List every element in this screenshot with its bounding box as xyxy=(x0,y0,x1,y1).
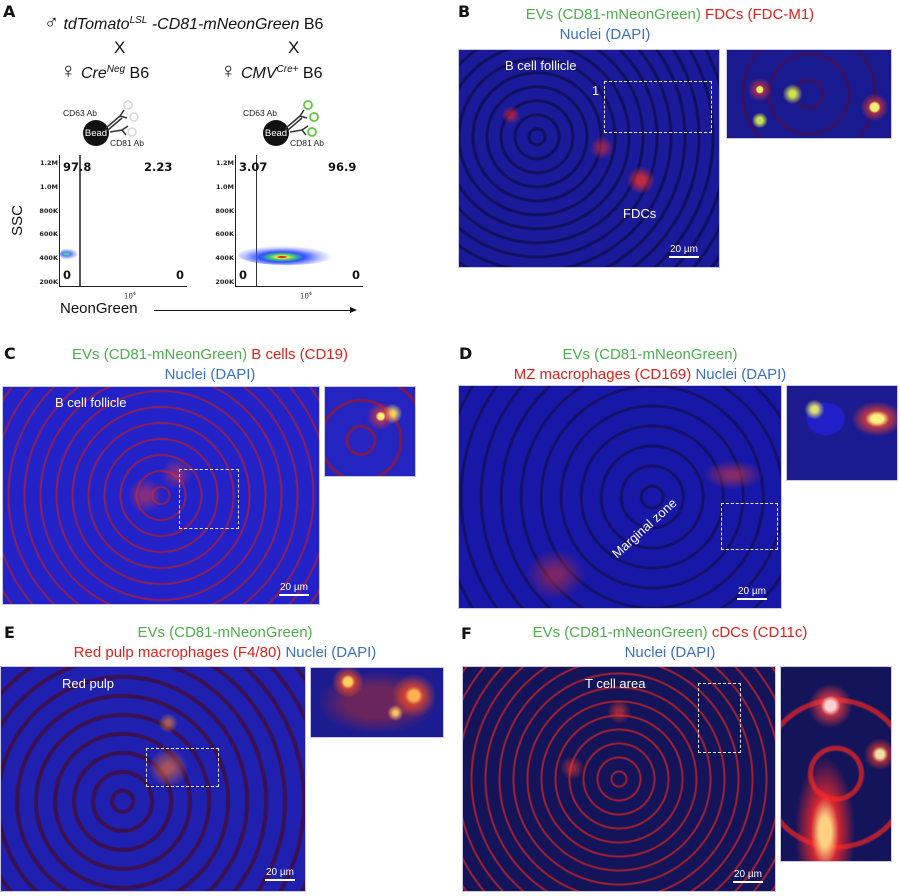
cell-label: FDCs xyxy=(623,206,657,221)
inset-f xyxy=(780,666,892,862)
panel-letter-e: E xyxy=(4,623,15,642)
micrograph-d: Marginal zone 20 µm xyxy=(458,385,782,609)
male-symbol-icon: ♂ xyxy=(44,12,59,34)
cd63-ab-label: CD63 Ab xyxy=(243,108,278,118)
x-axis-label: NeonGreen xyxy=(60,300,138,317)
inset-b xyxy=(726,49,892,139)
female-symbol-icon: ♀ xyxy=(220,58,237,83)
panel-d-title-2: MZ macrophages (CD169) Nuclei (DAPI) xyxy=(513,366,787,383)
y-axis-label: SSC xyxy=(8,205,26,236)
scale-bar: 20 µm xyxy=(265,867,295,881)
panel-e-title-1: EVs (CD81-mNeonGreen) xyxy=(137,624,313,641)
bead-icon: Bead xyxy=(263,120,289,146)
event-cloud xyxy=(238,245,336,265)
panel-c-title-2: Nuclei (DAPI) xyxy=(164,366,256,383)
micrograph-f: T cell area 20 µm xyxy=(462,666,776,892)
bead-diagram-right: CD63 Ab Bead CD81 Ab xyxy=(240,98,330,148)
panel-letter-d: D xyxy=(459,344,473,363)
panel-f-title-2: Nuclei (DAPI) xyxy=(624,644,716,661)
left-female-genotype: ♀ CreNeg B6 xyxy=(60,58,150,83)
bead-diagram-left: CD63 Ab Bead CD81 Ab xyxy=(60,98,150,148)
right-female-genotype: ♀ CMVCre+ B6 xyxy=(220,58,323,83)
region-label: B cell follicle xyxy=(505,58,577,73)
scale-bar: 20 µm xyxy=(669,244,699,258)
zoom-box xyxy=(698,683,741,753)
panel-letter-f: F xyxy=(461,624,472,643)
micrograph-e: Red pulp 20 µm xyxy=(0,666,306,892)
scale-bar: 20 µm xyxy=(279,582,309,596)
zoom-box xyxy=(721,503,778,550)
inset-c xyxy=(324,386,416,477)
flow-plot-left: 1.2M 1.0M 800K 600K 400K 200K 97.8 2.23 … xyxy=(30,155,190,300)
gate-line xyxy=(79,155,81,286)
cd81-ab-label: CD81 Ab xyxy=(110,138,145,148)
panel-f-title-1: EVs (CD81-mNeonGreen) cDCs (CD11c) xyxy=(532,624,808,641)
scatter-area: 3.07 96.9 0 0 xyxy=(235,155,363,287)
inset-e xyxy=(310,667,444,738)
panel-b-title-2: Nuclei (DAPI) xyxy=(559,26,651,43)
inset-d xyxy=(786,385,898,481)
box-number-label: 1 xyxy=(592,83,600,98)
cross-mark-right: X xyxy=(288,38,300,57)
zoom-box xyxy=(604,81,712,133)
female-symbol-icon: ♀ xyxy=(60,58,77,83)
cd81-ab-label: CD81 Ab xyxy=(290,138,325,148)
region-label: T cell area xyxy=(585,676,646,691)
scale-bar: 20 µm xyxy=(737,586,767,600)
cd63-ab-label: CD63 Ab xyxy=(63,108,98,118)
x-axis-arrow xyxy=(154,310,354,311)
panel-letter-c: C xyxy=(4,344,16,363)
panel-d-title-1: EVs (CD81-mNeonGreen) xyxy=(562,346,738,363)
region-label: B cell follicle xyxy=(55,395,127,410)
panel-letter-b: B xyxy=(458,2,471,21)
cross-mark-left: X xyxy=(114,38,126,57)
scale-bar: 20 µm xyxy=(733,869,763,883)
zoom-box xyxy=(146,748,219,787)
micrograph-c: B cell follicle 20 µm xyxy=(2,386,320,605)
gate-line xyxy=(256,155,257,286)
region-label: Red pulp xyxy=(62,676,115,691)
panel-b-title-1: EVs (CD81-mNeonGreen) FDCs (FDC-M1) xyxy=(525,6,815,23)
antibody-icon xyxy=(105,100,139,137)
panel-letter-a: A xyxy=(3,2,16,21)
panel-c-title-1: EVs (CD81-mNeonGreen) B cells (CD19) xyxy=(72,346,348,363)
scatter-area: 97.8 2.23 0 0 xyxy=(59,155,187,287)
panel-e-title-2: Red pulp macrophages (F4/80) Nuclei (DAP… xyxy=(73,644,377,661)
arrow-head-icon xyxy=(350,307,357,313)
flow-plot-right: 1.2M 1.0M 800K 600K 400K 200K 3.07 96.9 … xyxy=(206,155,366,300)
event-cloud xyxy=(60,247,82,261)
male-genotype: ♂ tdTomatoLSL -CD81-mNeonGreen B6 xyxy=(44,12,324,34)
zoom-box xyxy=(179,469,239,529)
micrograph-b: B cell follicle 1 FDCs 20 µm xyxy=(458,49,720,268)
antibody-icon xyxy=(285,100,319,137)
bead-icon: Bead xyxy=(83,120,109,146)
